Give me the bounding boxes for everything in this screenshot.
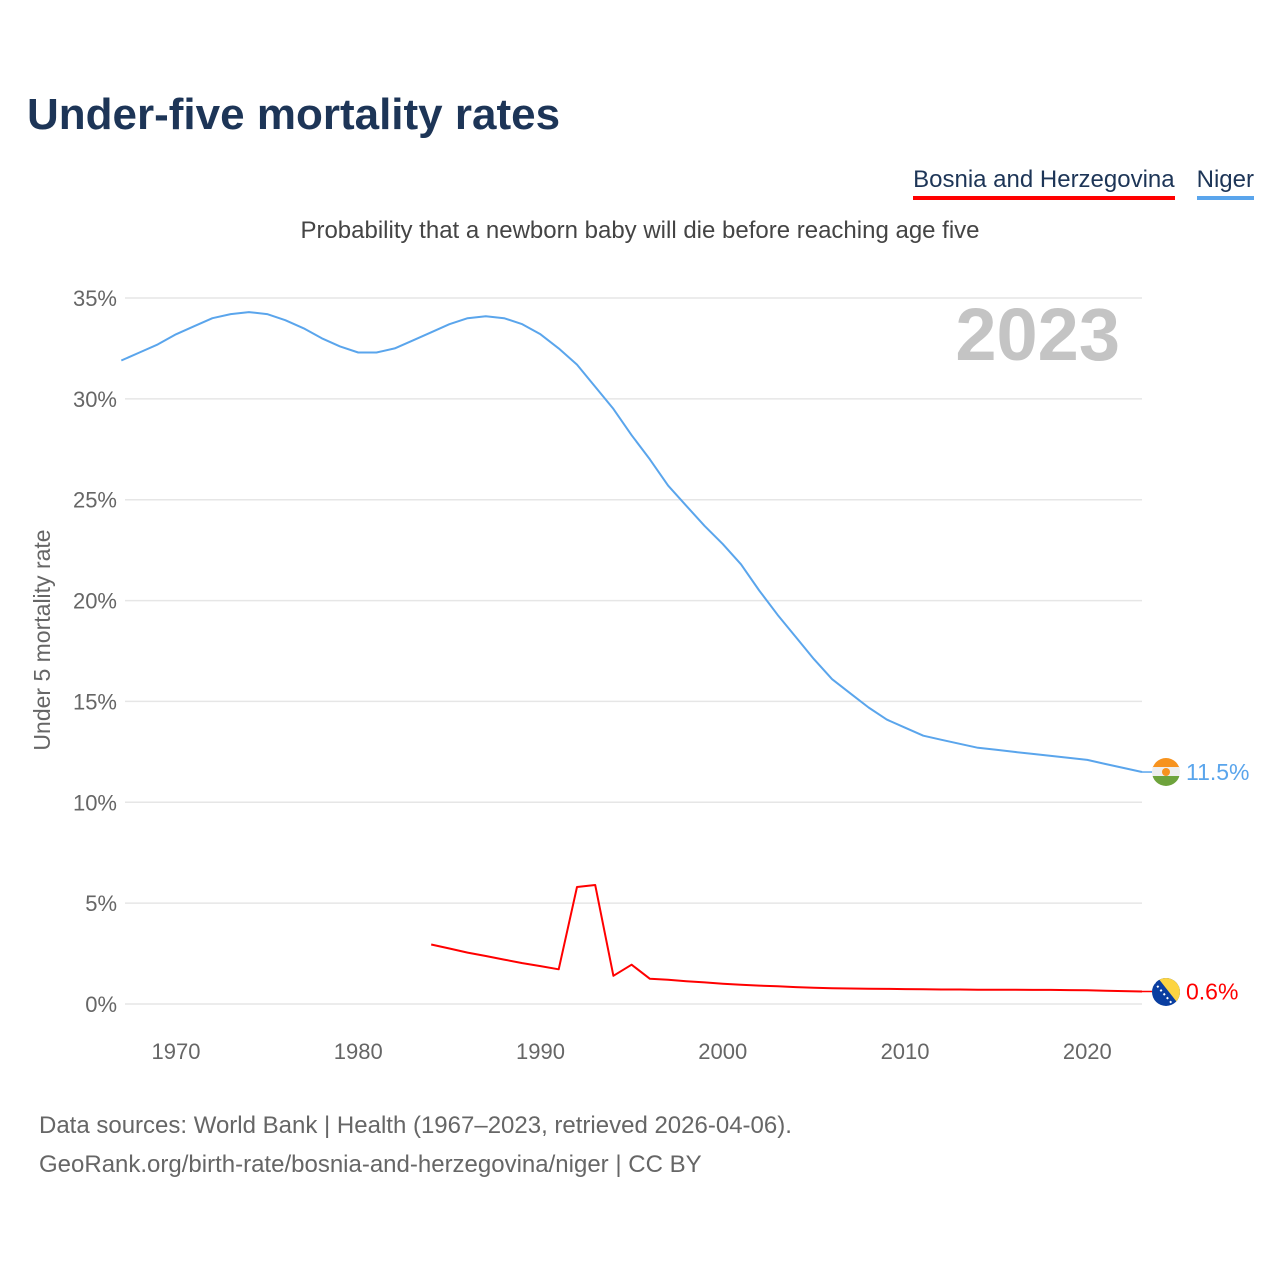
y-tick-label: 30% <box>73 387 117 412</box>
legend: Bosnia and Herzegovina Niger <box>913 166 1254 200</box>
footer: Data sources: World Bank | Health (1967–… <box>39 1106 792 1184</box>
y-tick-label: 0% <box>85 992 117 1017</box>
end-value-label: 11.5% <box>1186 759 1250 785</box>
y-tick-label: 35% <box>73 286 117 311</box>
x-tick-label: 1990 <box>516 1039 565 1064</box>
x-tick-label: 2000 <box>698 1039 747 1064</box>
source-link[interactable]: GeoRank.org/birth-rate/bosnia-and-herzeg… <box>39 1151 702 1178</box>
niger-flag-icon <box>1152 758 1180 786</box>
series-line-bosnia-and-herzegovina <box>430 884 1143 993</box>
y-tick-label: 20% <box>73 589 117 614</box>
x-tick-label: 2010 <box>881 1039 930 1064</box>
x-tick-label: 1970 <box>152 1039 201 1064</box>
chart-subtitle: Probability that a newborn baby will die… <box>300 217 980 244</box>
y-tick-label: 15% <box>73 689 117 714</box>
x-tick-label: 1980 <box>334 1039 383 1064</box>
bosnia-flag-icon <box>1152 978 1180 1006</box>
source-text: Data sources: World Bank | Health (1967–… <box>39 1112 792 1139</box>
y-tick-label: 25% <box>73 488 117 513</box>
legend-item-bosnia[interactable]: Bosnia and Herzegovina <box>913 166 1175 200</box>
y-tick-label: 5% <box>85 891 117 916</box>
x-tick-label: 2020 <box>1063 1039 1112 1064</box>
chart-title: Under-five mortality rates <box>27 90 561 139</box>
series-line-niger <box>120 311 1143 773</box>
y-axis-label: Under 5 mortality rate <box>29 529 55 750</box>
legend-item-niger[interactable]: Niger <box>1196 166 1254 200</box>
year-watermark: 2023 <box>955 293 1120 376</box>
end-value-label: 0.6% <box>1186 978 1238 1004</box>
y-tick-label: 10% <box>73 790 117 815</box>
